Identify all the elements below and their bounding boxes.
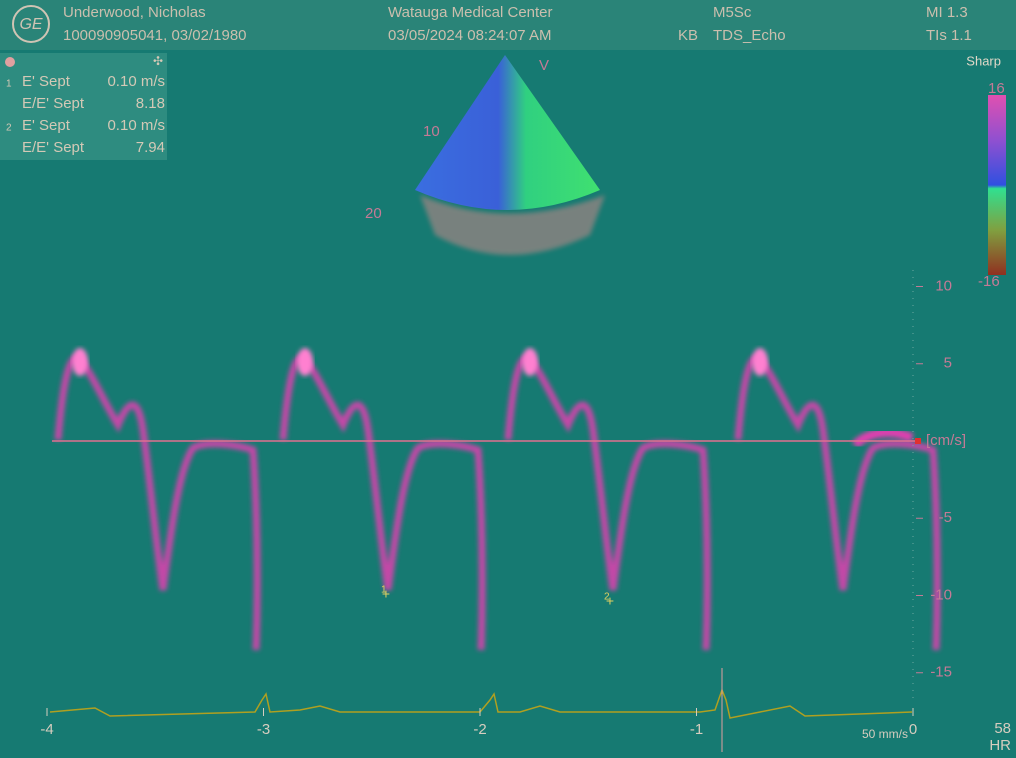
measurement-value: 8.18 (136, 95, 165, 112)
measurement-panel (0, 53, 167, 160)
institution: Watauga Medical Center (388, 4, 553, 21)
heart-rate-label: HR (989, 737, 1011, 754)
measurement-label: E' Sept (22, 73, 71, 90)
marker-index: 1 (381, 585, 387, 596)
velocity-tick-label: -15 (930, 664, 952, 681)
datetime: 03/05/2024 08:24:07 AM (388, 27, 551, 44)
logo-mark: GE (19, 16, 42, 33)
sector-image (415, 55, 600, 210)
measurement-value: 0.10 m/s (107, 73, 165, 90)
marker-index: 2 (604, 592, 610, 603)
caliper: + (606, 593, 614, 609)
measurement-list: 1 E' Sept 0.10 m/s E/E' Sept 8.18 2 E' Sept 0.1… (6, 73, 165, 156)
patient-id: 100090905041, 03/02/1980 (63, 27, 247, 44)
measurement-label: E/E' Sept (22, 95, 85, 112)
baseline-handle[interactable] (915, 438, 921, 444)
time-tick-label: 0 (909, 721, 917, 738)
logo (12, 5, 50, 43)
collapse-button[interactable] (5, 57, 15, 67)
color-bar (988, 95, 1006, 275)
colorbar-min: -16 (978, 273, 1000, 290)
velocity-tick-label: 10 (935, 277, 952, 294)
velocity-tick-label: -5 (939, 509, 952, 526)
probe: M5Sc (713, 4, 752, 21)
measurement-label: E/E' Sept (22, 139, 85, 156)
colorbar-max: 16 (988, 80, 1005, 97)
sweep-speed: 50 mm/s (862, 727, 908, 741)
tis: TIs 1.1 (926, 27, 972, 44)
mi: MI 1.3 (926, 4, 968, 21)
measurement-label: E' Sept (22, 117, 71, 134)
move-handle[interactable]: ✣ (153, 54, 163, 68)
velocity-tick-label: -10 (930, 586, 952, 603)
sector-tissue (420, 195, 605, 255)
time-tick-label: -2 (473, 721, 486, 738)
depth-label: 20 (365, 205, 382, 222)
sample-marker: V (539, 57, 549, 74)
velocity-tick-label: 5 (944, 355, 952, 372)
patient-name: Underwood, Nicholas (63, 4, 206, 21)
ecg-trace (49, 687, 913, 719)
depth-label: 10 (423, 123, 440, 140)
preset: TDS_Echo (713, 27, 786, 44)
caliper: + (382, 586, 390, 602)
heart-rate: 58 (994, 720, 1011, 737)
time-tick-label: -1 (690, 721, 703, 738)
measurement-value: 7.94 (136, 139, 165, 156)
time-tick-label: -3 (257, 721, 270, 738)
doppler-spectrum (58, 348, 937, 650)
time-tick-label: -4 (40, 721, 53, 738)
measurement-index: 2 (6, 123, 12, 134)
operator: KB (678, 27, 698, 44)
velocity-unit: [cm/s] (926, 432, 966, 449)
map-label: Sharp (966, 53, 1001, 68)
measurement-value: 0.10 m/s (107, 117, 165, 134)
measurement-index: 1 (6, 79, 12, 90)
header-bar (0, 0, 1016, 50)
